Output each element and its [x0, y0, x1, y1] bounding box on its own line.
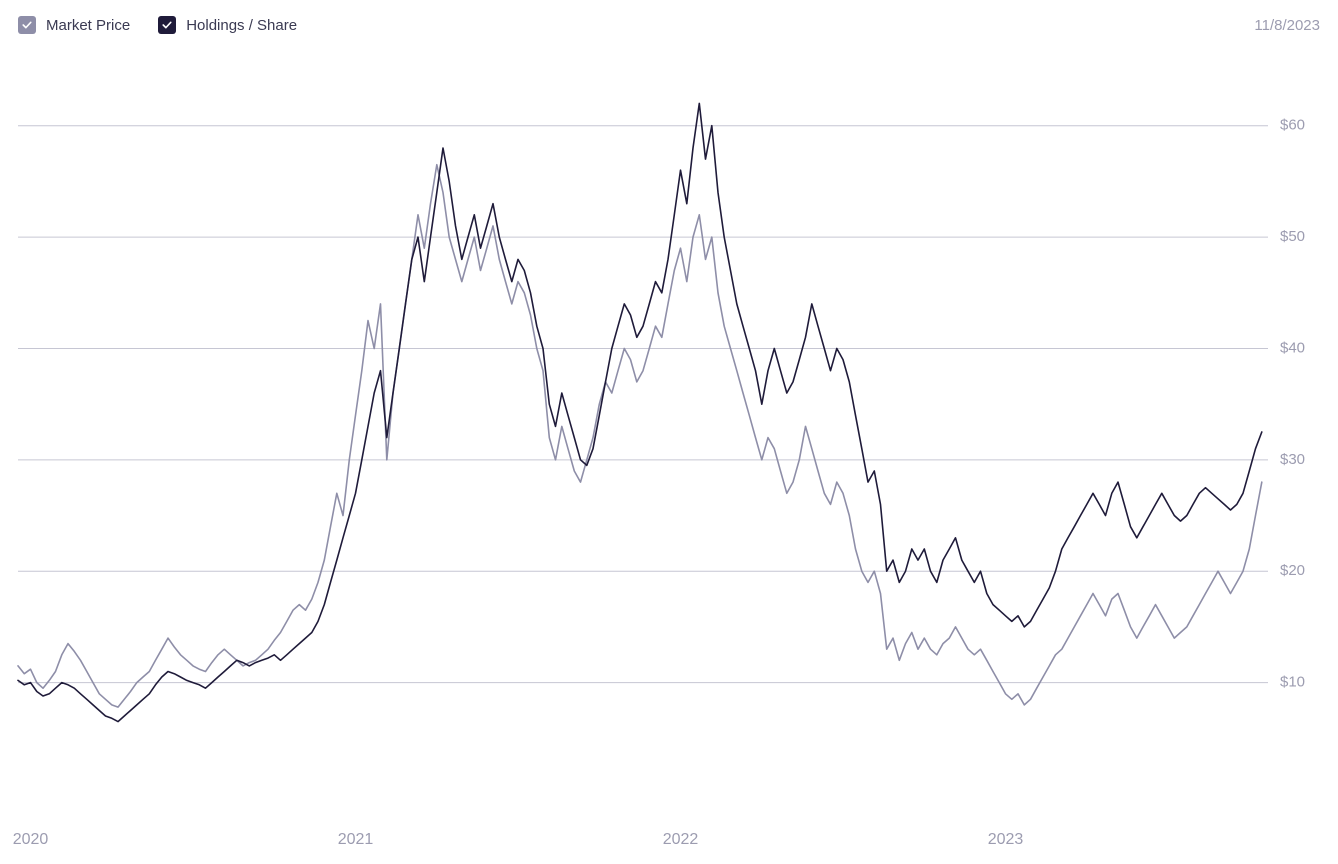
checkbox-icon [18, 16, 36, 34]
x-tick-label: 2023 [988, 831, 1024, 848]
x-tick-label: 2021 [338, 831, 374, 848]
chart-container: Market Price Holdings / Share 11/8/2023 … [10, 10, 1328, 854]
checkbox-icon [158, 16, 176, 34]
series-holdings-share [18, 103, 1262, 721]
y-tick-label: $20 [1280, 562, 1305, 579]
date-label: 11/8/2023 [1254, 17, 1320, 34]
legend-label: Holdings / Share [186, 17, 297, 34]
chart-svg: $10$20$30$40$50$602020202120222023 [18, 70, 1268, 794]
legend: Market Price Holdings / Share [18, 16, 297, 34]
x-tick-label: 2020 [13, 831, 49, 848]
y-tick-label: $60 [1280, 117, 1305, 134]
legend-label: Market Price [46, 17, 130, 34]
y-tick-label: $30 [1280, 451, 1305, 468]
y-tick-label: $10 [1280, 674, 1305, 691]
x-tick-label: 2022 [663, 831, 699, 848]
legend-market-price[interactable]: Market Price [18, 16, 130, 34]
legend-holdings-share[interactable]: Holdings / Share [158, 16, 297, 34]
plot-area: $10$20$30$40$50$602020202120222023 [18, 70, 1268, 794]
chart-header: Market Price Holdings / Share 11/8/2023 [10, 10, 1328, 40]
y-tick-label: $40 [1280, 339, 1305, 356]
series-market-price [18, 165, 1262, 707]
y-tick-label: $50 [1280, 228, 1305, 245]
